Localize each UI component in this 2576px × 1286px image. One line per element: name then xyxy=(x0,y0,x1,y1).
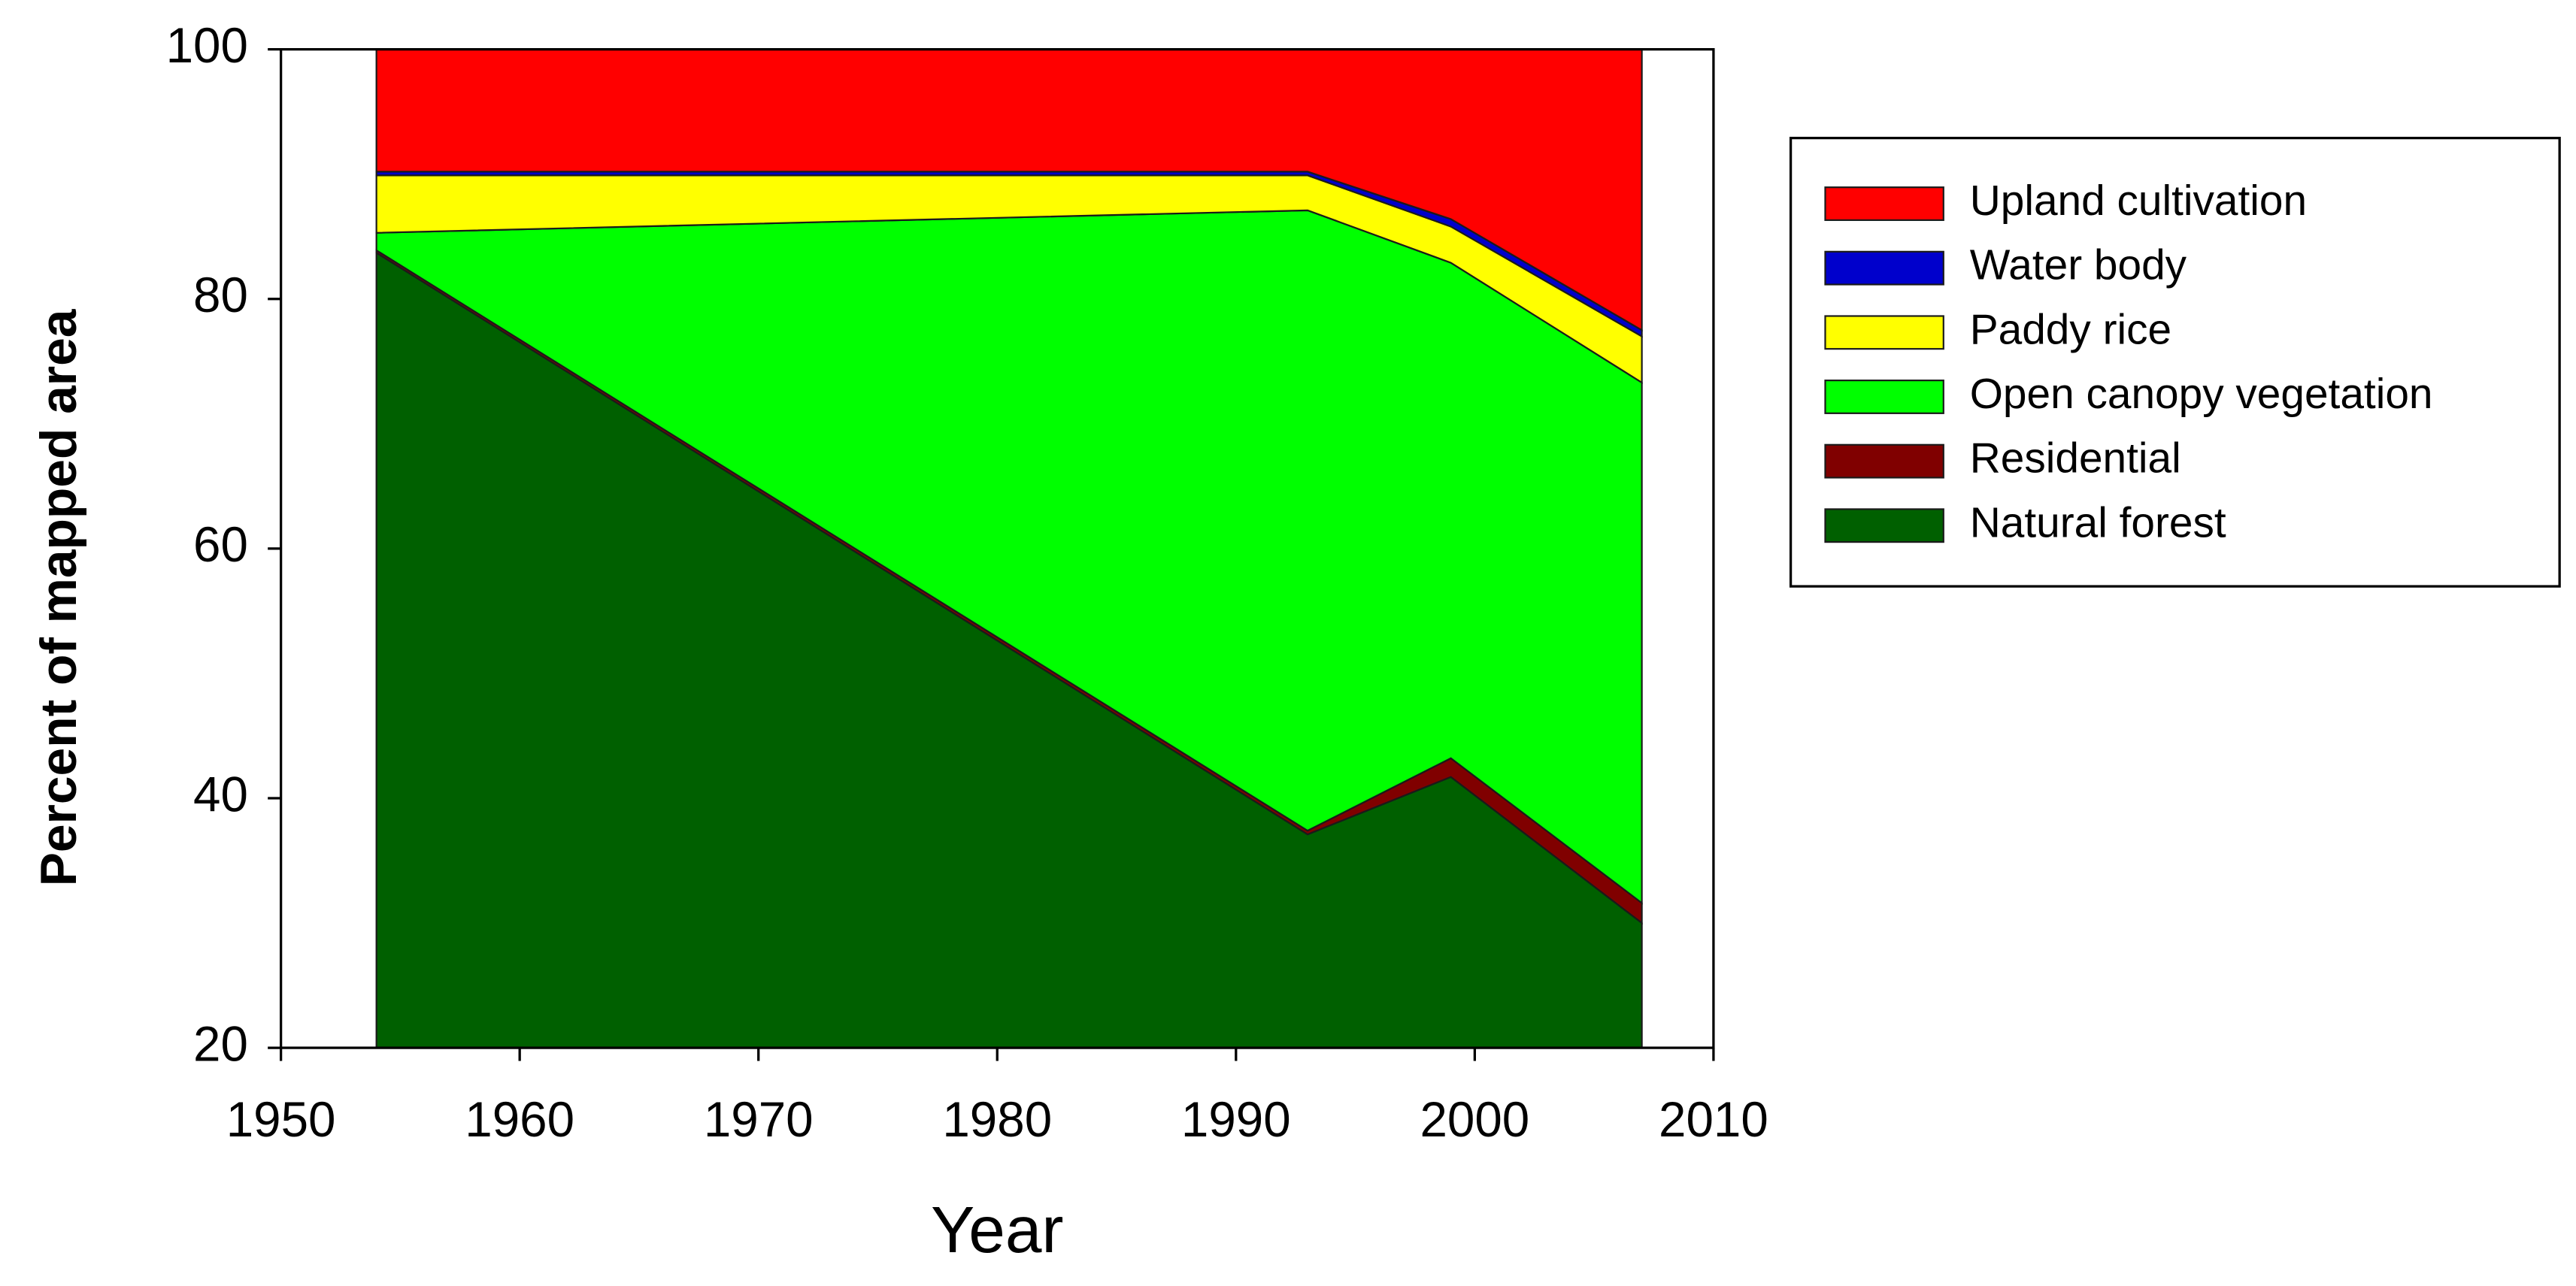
x-tick-label: 1970 xyxy=(704,1092,814,1147)
x-tick-label: 1980 xyxy=(942,1092,1052,1147)
legend-label: Upland cultivation xyxy=(1970,177,2307,225)
plot-area xyxy=(375,49,1643,1048)
legend-swatch xyxy=(1824,186,1944,221)
x-tick-label: 1990 xyxy=(1181,1092,1291,1147)
x-tick-label: 1960 xyxy=(465,1092,574,1147)
legend-swatch xyxy=(1824,443,1944,479)
y-tick-label: 80 xyxy=(193,268,248,322)
legend-label: Open canopy vegetation xyxy=(1970,371,2433,418)
legend-label: Natural forest xyxy=(1970,499,2226,546)
legend-swatch xyxy=(1824,250,1944,286)
x-tick-label: 2000 xyxy=(1420,1092,1529,1147)
legend-swatch xyxy=(1824,508,1944,543)
y-tick-label: 20 xyxy=(193,1016,248,1071)
x-tick-label: 1950 xyxy=(226,1092,336,1147)
legend-label: Water body xyxy=(1970,242,2187,289)
legend-swatch xyxy=(1824,380,1944,414)
x-axis-label: Year xyxy=(931,1193,1064,1266)
legend-label: Residential xyxy=(1970,435,2181,483)
y-axis-label: Percent of mapped area xyxy=(31,308,87,886)
y-tick-label: 40 xyxy=(193,767,248,822)
y-tick-label: 100 xyxy=(166,18,248,73)
y-tick-label: 60 xyxy=(193,517,248,572)
area xyxy=(375,49,1643,332)
x-tick-label: 2010 xyxy=(1659,1092,1768,1147)
legend-label: Paddy rice xyxy=(1970,306,2171,353)
legend-swatch xyxy=(1824,315,1944,350)
